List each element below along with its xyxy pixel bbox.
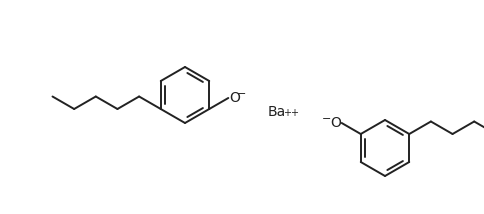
Text: −: −	[237, 89, 246, 99]
Text: O: O	[229, 91, 240, 105]
Text: ++: ++	[283, 108, 298, 118]
Text: −: −	[322, 114, 331, 124]
Text: O: O	[329, 116, 340, 130]
Text: Ba: Ba	[268, 105, 286, 119]
